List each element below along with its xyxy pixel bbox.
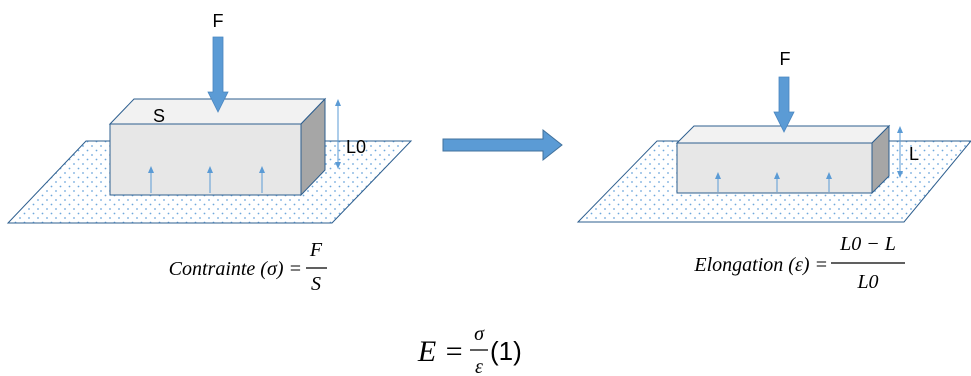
young-formula-tag: (1) [490,336,522,366]
left-reaction-arrows [148,166,265,193]
right-reaction-arrows [715,172,832,192]
transition-arrow [442,128,563,162]
young-modulus-formula: E = σ ε (1) [417,323,522,376]
young-formula-numerator: σ [474,323,485,345]
right-box-front [676,142,873,194]
elongation-formula-name: Elongation (ε) = [693,254,828,276]
stress-formula-name: Contrainte (σ) = [169,258,302,280]
right-height-dimension [897,126,903,178]
young-formula-lhs: E = [417,335,464,368]
stress-formula-numerator: F [309,239,323,261]
elongation-formula-denominator: L0 [856,271,878,293]
stress-formula: Contrainte (σ) = F S [169,239,327,295]
elongation-formula: Elongation (ε) = L0 − L L0 [693,233,905,293]
elongation-formula-numerator: L0 − L [839,233,896,255]
left-force-label: F [213,11,224,31]
right-height-label: L [909,144,919,164]
left-height-dimension [335,99,341,169]
left-box-front [109,123,302,196]
young-formula-denominator: ε [475,356,483,376]
left-scene: F S L0 [6,11,413,224]
left-force-arrow [207,36,229,113]
left-surface-label: S [153,106,165,126]
left-height-label: L0 [346,137,366,157]
stress-formula-denominator: S [311,273,321,295]
right-scene: F L [576,49,971,223]
right-force-arrow [773,76,795,133]
right-force-label: F [780,49,791,69]
